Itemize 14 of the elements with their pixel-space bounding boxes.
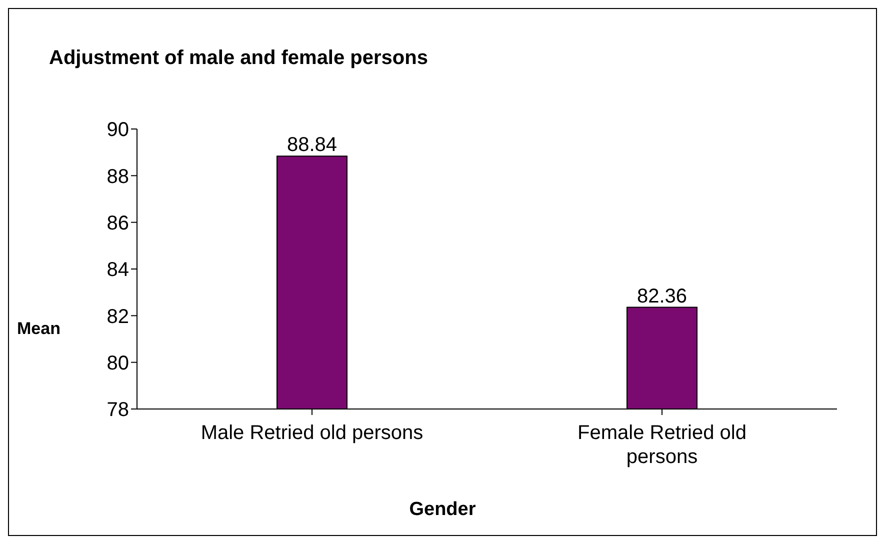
y-tick-label: 82 [106, 306, 129, 328]
y-axis-title: Mean [17, 319, 60, 339]
data-label: 88.84 [286, 134, 338, 156]
data-label: 82.36 [636, 285, 688, 308]
y-tick-label: 80 [106, 352, 129, 374]
x-tick-label: Female Retried old persons [578, 422, 746, 468]
y-tick-label: 88 [106, 166, 129, 188]
x-tick-label: Male Retried old persons [200, 422, 424, 444]
y-tick-label: 84 [106, 259, 129, 282]
y-tick-label: 90 [106, 119, 129, 142]
x-axis-title: Gender [408, 499, 477, 521]
y-tick-label: 86 [106, 212, 129, 234]
chart-title: Adjustment of male and female persons [49, 47, 428, 70]
y-tick-label: 78 [106, 399, 129, 422]
